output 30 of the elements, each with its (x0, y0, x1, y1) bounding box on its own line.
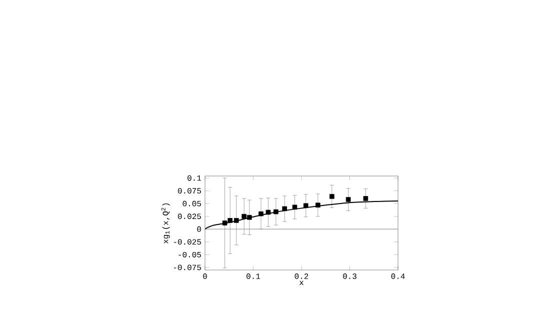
point (346, 197, 351, 202)
point (274, 209, 278, 214)
y-axis-title: xg$_{1}$(x,Q$^{2}$) (161, 203, 170, 244)
point (246, 214, 252, 220)
y-tick-label: 0.075 (178, 188, 201, 194)
point (316, 202, 320, 208)
y-tick-label: 0.025 (178, 214, 201, 220)
x-tick-label: 0.3 (343, 274, 356, 279)
x-axis-title: x (299, 280, 304, 286)
point (363, 196, 368, 201)
point (222, 220, 228, 226)
x-tick-label: 0.2 (294, 274, 308, 279)
point (303, 203, 308, 208)
point (228, 218, 232, 223)
point (330, 194, 334, 199)
y-tick-label: 0 (197, 226, 201, 232)
y-tick-label: 0.05 (182, 200, 201, 206)
x-tick-label: 0.4 (391, 274, 405, 279)
y-tick-label: -0.025 (174, 239, 201, 245)
x-tick-label: 0 (203, 274, 207, 279)
x-tick-label: 0.1 (246, 274, 260, 279)
y-tick-label: -0.05 (178, 252, 201, 258)
y-tick-label: -0.075 (174, 264, 201, 270)
point (292, 204, 298, 210)
point (266, 210, 271, 215)
point (258, 211, 264, 216)
y-tick-label: 0.1 (188, 175, 202, 181)
point (234, 218, 239, 223)
point (242, 214, 246, 219)
point (282, 206, 288, 212)
